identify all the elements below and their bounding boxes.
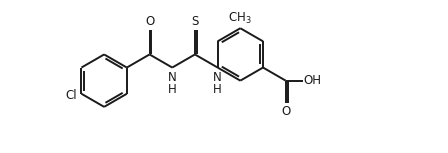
Text: S: S bbox=[191, 15, 198, 28]
Text: O: O bbox=[145, 15, 154, 28]
Text: OH: OH bbox=[303, 74, 321, 87]
Text: O: O bbox=[281, 105, 290, 118]
Text: N
H: N H bbox=[213, 71, 222, 96]
Text: Cl: Cl bbox=[65, 89, 77, 102]
Text: CH$_3$: CH$_3$ bbox=[228, 11, 252, 26]
Text: N
H: N H bbox=[168, 71, 177, 96]
